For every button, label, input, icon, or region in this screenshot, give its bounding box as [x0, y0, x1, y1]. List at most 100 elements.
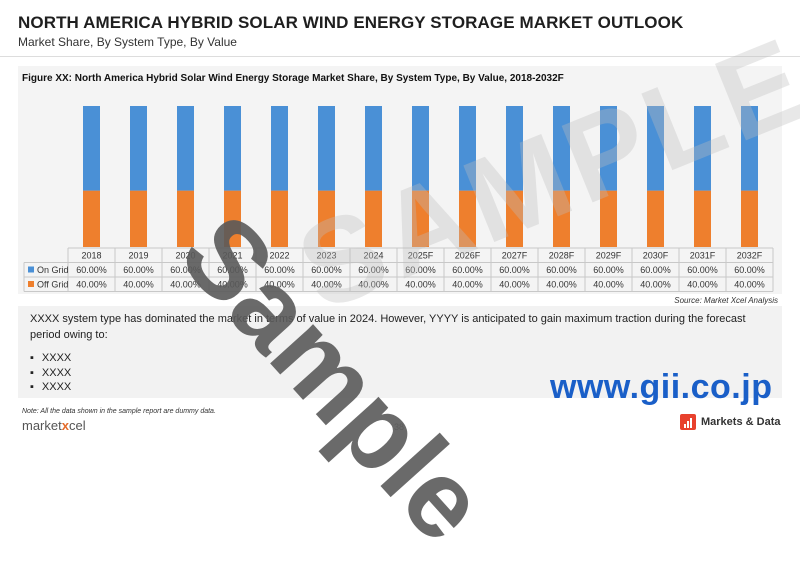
data-label: 40.00%: [311, 280, 342, 290]
commentary-box: [18, 306, 782, 398]
page-title: NORTH AMERICA HYBRID SOLAR WIND ENERGY S…: [18, 13, 684, 32]
data-label: 60.00%: [170, 265, 201, 275]
bar-off-grid: [694, 190, 711, 247]
bar-off-grid: [130, 190, 147, 247]
x-tick-label: 2031F: [690, 251, 716, 261]
data-label: 40.00%: [640, 280, 671, 290]
data-label: 40.00%: [593, 280, 624, 290]
bar-off-grid: [600, 190, 617, 247]
data-label: 40.00%: [358, 280, 389, 290]
bar-on-grid: [741, 106, 758, 191]
bar-off-grid: [412, 190, 429, 247]
stacked-bar-chart: 2018 60.00% 40.00% 2019 60.00% 40.00% 2020 60.0…: [23, 106, 774, 292]
bar-on-grid: [365, 106, 382, 191]
x-tick-label: 2019: [128, 251, 148, 261]
bar-on-grid: [224, 106, 241, 191]
bar-off-grid: [318, 190, 335, 247]
bar-off-grid: [271, 190, 288, 247]
x-tick-label: 2022: [269, 251, 289, 261]
bar-off-grid: [741, 190, 758, 247]
data-label: 40.00%: [546, 280, 577, 290]
x-tick-label: 2028F: [549, 251, 575, 261]
data-label: 40.00%: [734, 280, 765, 290]
bar-on-grid: [130, 106, 147, 191]
data-label: 60.00%: [405, 265, 436, 275]
figure-title: Figure XX: North America Hybrid Solar Wi…: [22, 73, 564, 84]
data-label: 40.00%: [452, 280, 483, 290]
data-label: 60.00%: [546, 265, 577, 275]
x-tick-label: 2024: [363, 251, 383, 261]
data-label: 60.00%: [499, 265, 530, 275]
data-label: 40.00%: [76, 280, 107, 290]
page-number: 38: [394, 422, 405, 432]
bar-on-grid: [459, 106, 476, 191]
markets-and-data-text: Markets & Data: [701, 416, 781, 428]
bar-off-grid: [459, 190, 476, 247]
data-label: 60.00%: [217, 265, 248, 275]
data-label: 60.00%: [734, 265, 765, 275]
x-tick-label: 2032F: [737, 251, 763, 261]
legend-swatch: [28, 281, 34, 287]
data-label: 40.00%: [170, 280, 201, 290]
x-tick-label: 2030F: [643, 251, 669, 261]
commentary-paragraph: XXXX system type has dominated the marke…: [30, 313, 746, 341]
source-note: Source: Market Xcel Analysis: [674, 296, 778, 305]
legend-swatch: [28, 266, 34, 273]
data-label: 40.00%: [123, 280, 154, 290]
bar-on-grid: [600, 106, 617, 191]
x-tick-label: 2027F: [502, 251, 528, 261]
bar-on-grid: [177, 106, 194, 191]
legend-label: On Grid: [37, 265, 69, 275]
bar-off-grid: [365, 190, 382, 247]
logo-text-x: x: [61, 418, 69, 433]
commentary-bullets: XXXX XXXX XXXX: [30, 351, 71, 395]
data-label: 60.00%: [687, 265, 718, 275]
bar-on-grid: [506, 106, 523, 191]
bar-off-grid: [647, 190, 664, 247]
data-label: 40.00%: [499, 280, 530, 290]
market-xcel-logo: marketxcel: [22, 418, 86, 433]
bar-on-grid: [271, 106, 288, 191]
data-label: 40.00%: [264, 280, 295, 290]
bullet-item: XXXX: [30, 351, 71, 366]
x-tick-label: 2029F: [596, 251, 622, 261]
bar-on-grid: [412, 106, 429, 191]
data-label: 60.00%: [264, 265, 295, 275]
data-label: 60.00%: [76, 265, 107, 275]
bar-on-grid: [694, 106, 711, 191]
logo-text-b: cel: [68, 418, 86, 433]
x-tick-label: 2021: [222, 251, 242, 261]
x-tick-label: 2018: [81, 251, 101, 261]
bar-off-grid: [224, 190, 241, 247]
bar-on-grid: [83, 106, 100, 191]
x-tick-label: 2025F: [408, 251, 434, 261]
data-label: 60.00%: [311, 265, 342, 275]
data-label: 60.00%: [123, 265, 154, 275]
bar-off-grid: [177, 190, 194, 247]
bullet-item: XXXX: [30, 366, 71, 381]
logo-text-a: market: [22, 418, 62, 433]
markets-and-data-logo: Markets & Data: [680, 414, 780, 430]
header-divider: [0, 56, 800, 57]
bar-off-grid: [506, 190, 523, 247]
dummy-data-note: Note: All the data shown in the sample r…: [22, 408, 216, 415]
bar-chart-icon: [680, 414, 696, 430]
data-label: 60.00%: [358, 265, 389, 275]
bullet-item: XXXX: [30, 380, 71, 395]
gii-watermark: www.gii.co.jp: [550, 368, 773, 406]
bar-off-grid: [553, 190, 570, 247]
bar-on-grid: [318, 106, 335, 191]
bar-off-grid: [83, 190, 100, 247]
x-tick-label: 2023: [316, 251, 336, 261]
data-label: 40.00%: [405, 280, 436, 290]
data-label: 60.00%: [640, 265, 671, 275]
bar-on-grid: [553, 106, 570, 191]
x-tick-label: 2020: [175, 251, 195, 261]
bar-on-grid: [647, 106, 664, 191]
data-label: 60.00%: [452, 265, 483, 275]
data-label: 40.00%: [687, 280, 718, 290]
data-label: 60.00%: [593, 265, 624, 275]
x-tick-label: 2026F: [455, 251, 481, 261]
data-label: 40.00%: [217, 280, 248, 290]
legend-label: Off Grid: [37, 280, 68, 290]
